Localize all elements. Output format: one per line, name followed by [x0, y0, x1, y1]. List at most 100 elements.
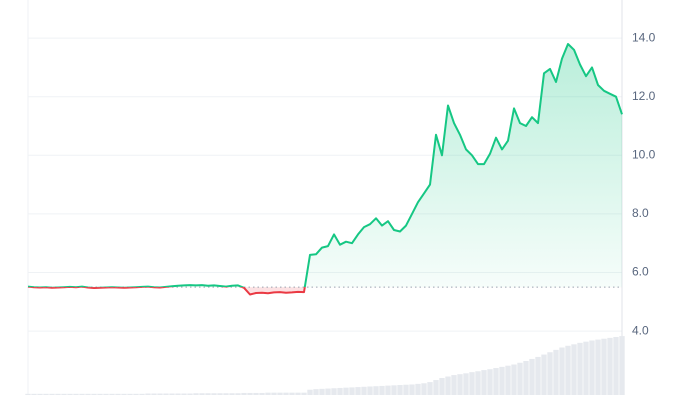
- volume-bar: [79, 393, 85, 395]
- y-tick-label: 14.0: [632, 30, 656, 44]
- volume-bar: [301, 392, 307, 395]
- volume-bar: [199, 393, 205, 395]
- volume-bar: [457, 374, 463, 395]
- volume-bar: [121, 393, 127, 395]
- volume-bar: [319, 388, 325, 395]
- volume-bar: [49, 393, 55, 395]
- volume-bar: [253, 392, 259, 395]
- volume-bar: [211, 393, 217, 395]
- volume-bar: [241, 392, 247, 395]
- volume-bar: [139, 393, 145, 395]
- volume-bar: [421, 383, 427, 395]
- y-tick-label: 12.0: [632, 89, 656, 103]
- volume-bar: [481, 370, 487, 395]
- volume-bar: [487, 369, 493, 395]
- volume-bar: [85, 393, 91, 395]
- volume-bar: [499, 366, 505, 395]
- volume-bar: [295, 392, 301, 395]
- volume-bar: [355, 387, 361, 395]
- volume-bar: [433, 380, 439, 395]
- volume-bar: [379, 385, 385, 395]
- volume-bar: [163, 393, 169, 395]
- volume-bar: [103, 393, 109, 395]
- volume-bar: [55, 393, 61, 395]
- volume-bar: [607, 337, 613, 395]
- volume-bar: [325, 388, 331, 395]
- volume-bar: [529, 358, 535, 395]
- volume-bar: [619, 336, 625, 395]
- volume-bar: [505, 365, 511, 395]
- volume-bar: [349, 387, 355, 395]
- volume-bar: [373, 386, 379, 395]
- volume-bar: [559, 347, 565, 395]
- volume-bar: [313, 389, 319, 395]
- volume-bar: [391, 385, 397, 395]
- volume-bar: [565, 345, 571, 395]
- volume-bar: [337, 387, 343, 395]
- volume-bar: [229, 393, 235, 395]
- y-tick-label: 6.0: [632, 265, 649, 279]
- volume-bar: [115, 393, 121, 395]
- volume-bar: [25, 393, 31, 395]
- volume-bar: [535, 356, 541, 395]
- volume-bar: [415, 383, 421, 395]
- volume-bar: [37, 393, 43, 395]
- volume-bar: [475, 371, 481, 395]
- y-tick-label: 8.0: [632, 206, 649, 220]
- volume-bar: [91, 393, 97, 395]
- volume-bar: [31, 393, 37, 395]
- volume-bar: [367, 386, 373, 395]
- volume-bar: [193, 393, 199, 395]
- volume-bar: [601, 338, 607, 395]
- volume-bar: [187, 393, 193, 395]
- volume-bar: [385, 385, 391, 395]
- volume-bar: [511, 364, 517, 395]
- volume-bar: [259, 392, 265, 395]
- volume-bar: [613, 336, 619, 395]
- volume-bar: [439, 378, 445, 395]
- volume-bar: [109, 393, 115, 395]
- volume-bar: [133, 393, 139, 395]
- volume-bar: [451, 375, 457, 395]
- volume-bar: [73, 393, 79, 395]
- volume-bar: [277, 392, 283, 395]
- volume-bar: [331, 388, 337, 395]
- volume-bar: [307, 389, 313, 395]
- volume-bar: [397, 385, 403, 395]
- volume-bar: [97, 393, 103, 395]
- volume-bar: [463, 373, 469, 395]
- volume-bar: [217, 393, 223, 395]
- price-line-up: [27, 43, 623, 288]
- volume-bar: [583, 341, 589, 395]
- volume-bar: [157, 393, 163, 395]
- volume-bar: [541, 354, 547, 395]
- area-up: [28, 44, 622, 288]
- volume-bar: [517, 362, 523, 395]
- volume-bar: [409, 384, 415, 395]
- volume-bar: [589, 340, 595, 395]
- y-tick-label: 10.0: [632, 147, 656, 161]
- volume-bar: [43, 393, 49, 395]
- price-line-down: [27, 287, 306, 296]
- volume-bar: [283, 392, 289, 395]
- volume-bar: [289, 392, 295, 395]
- volume-bar: [523, 361, 529, 395]
- volume-bar: [181, 393, 187, 395]
- volume-bar: [223, 393, 229, 395]
- volume-bar: [247, 392, 253, 395]
- volume-bar: [271, 392, 277, 395]
- volume-bar: [343, 387, 349, 395]
- volume-bar: [205, 393, 211, 395]
- volume-bar: [427, 382, 433, 395]
- volume-bar: [493, 368, 499, 395]
- volume-bar: [361, 386, 367, 395]
- volume-bar: [235, 393, 241, 395]
- volume-bar: [151, 393, 157, 395]
- volume-bar: [403, 384, 409, 395]
- volume-bar: [445, 376, 451, 395]
- volume-bar: [61, 393, 67, 395]
- volume-bar: [175, 393, 181, 395]
- volume-bar: [595, 339, 601, 395]
